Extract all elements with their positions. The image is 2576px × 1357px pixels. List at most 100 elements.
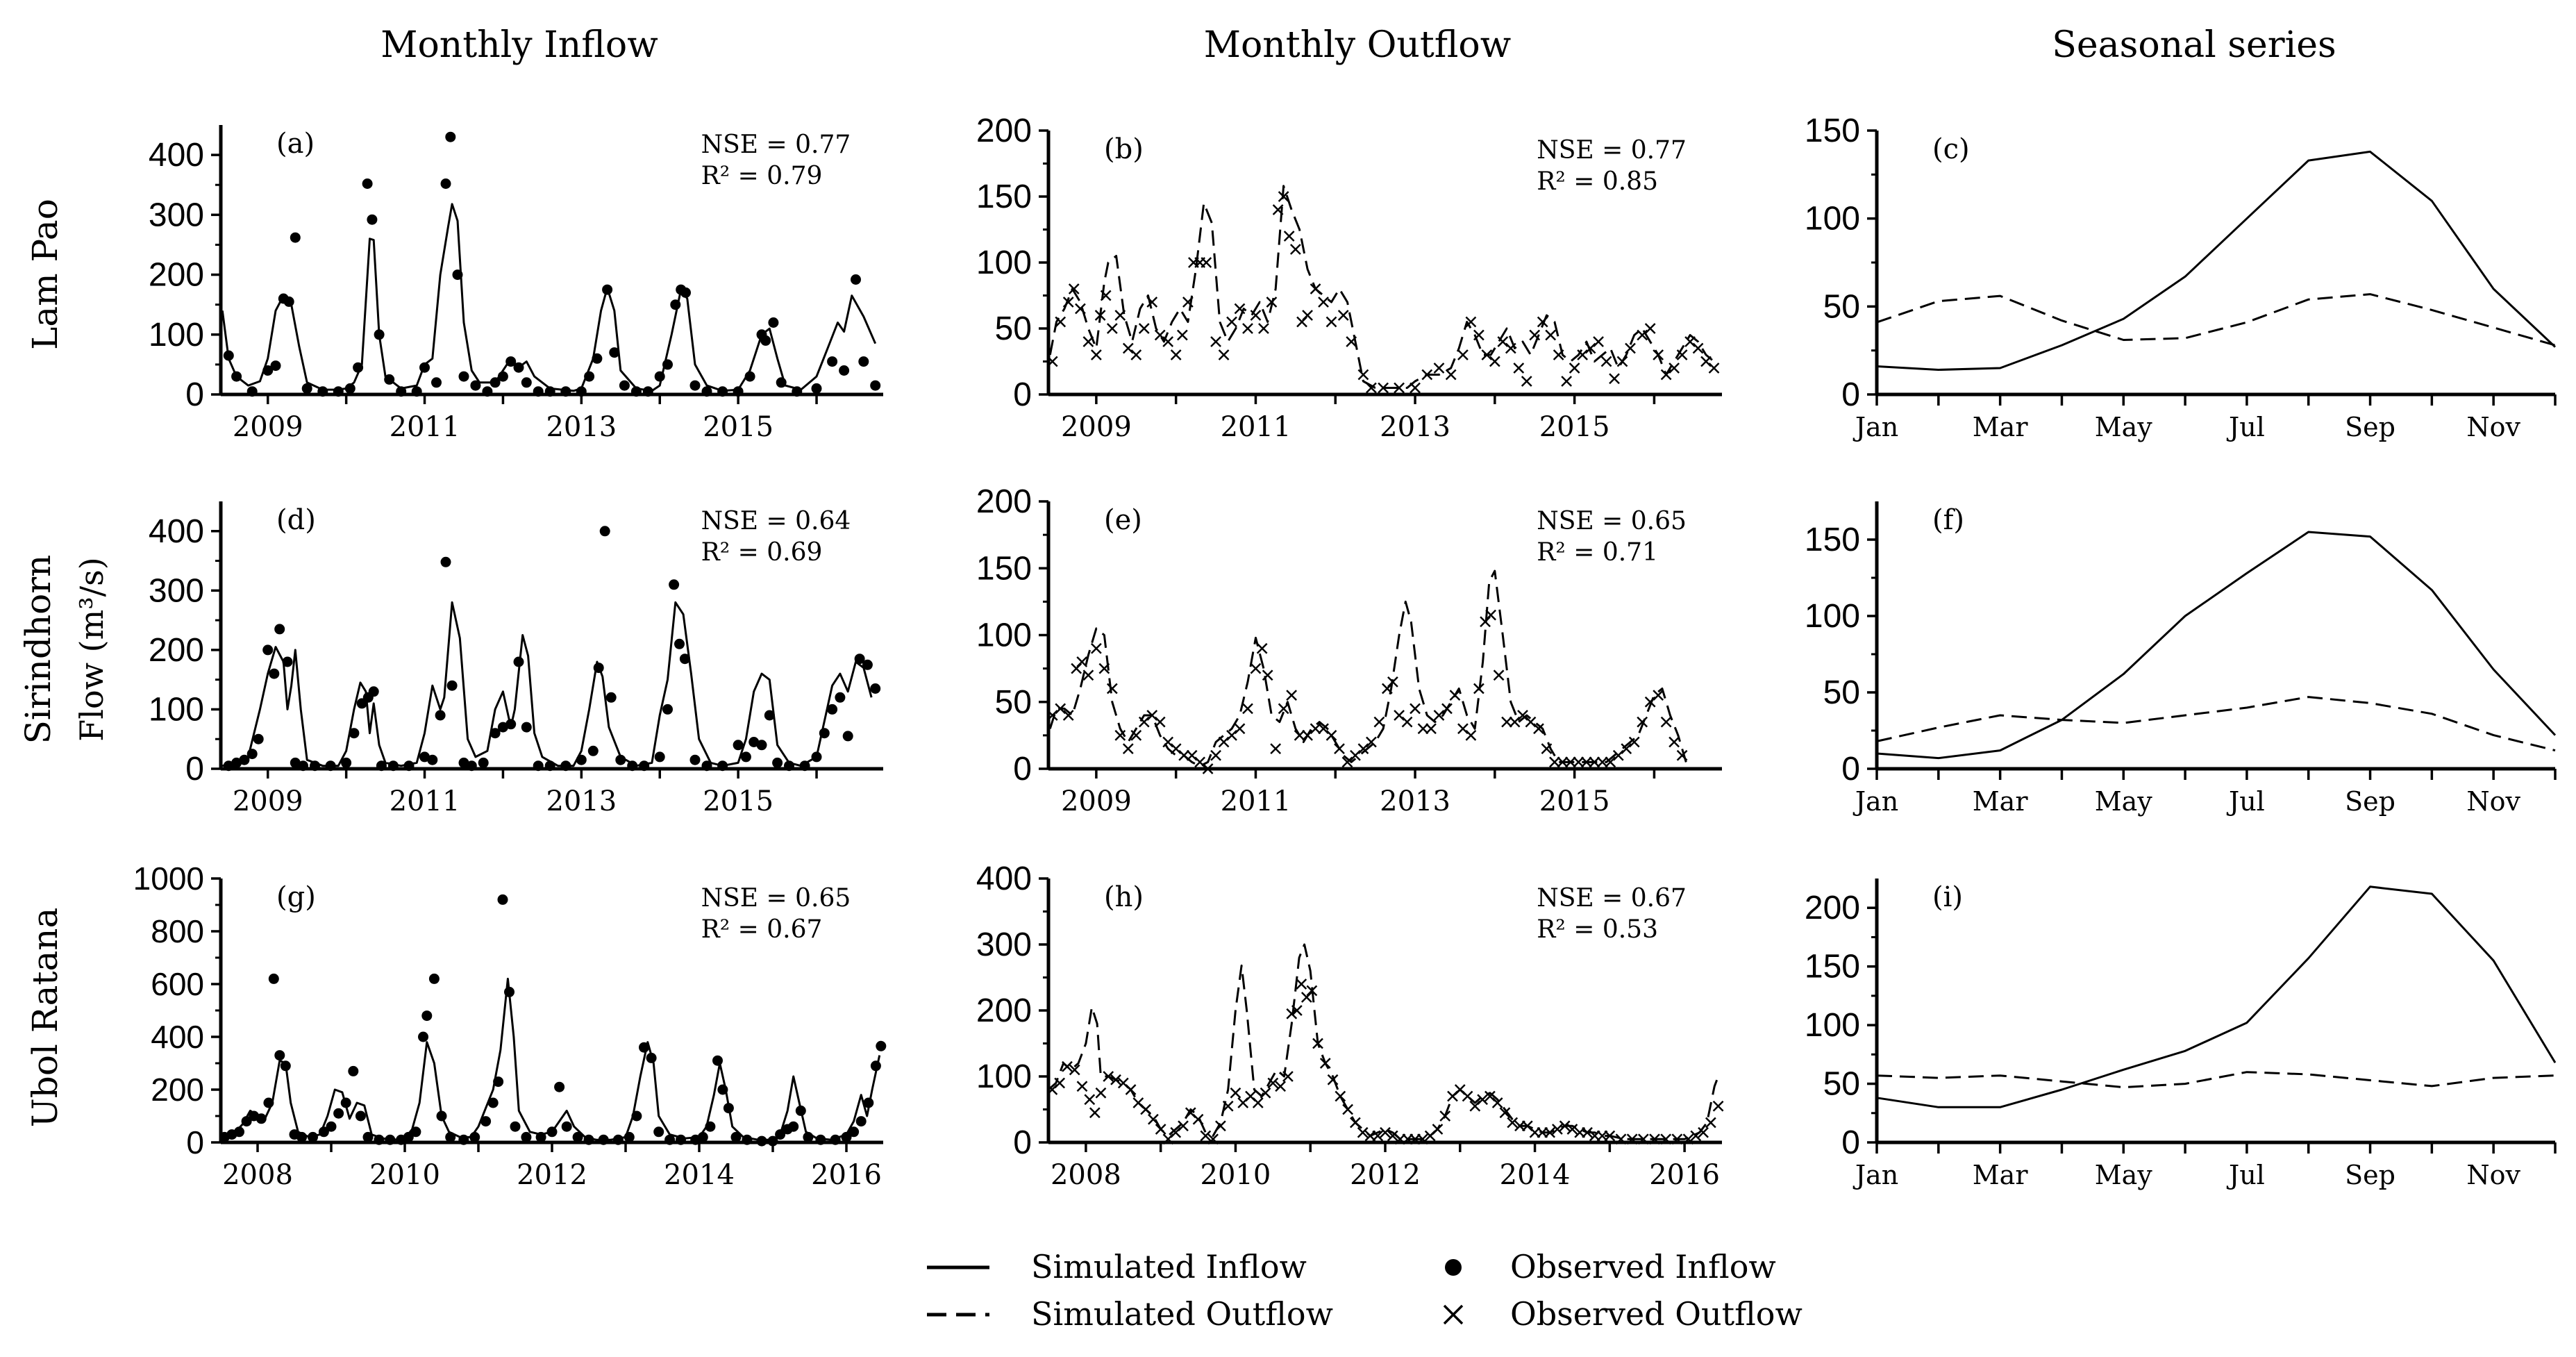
observed-outflow-point — [1046, 710, 1058, 721]
r2-label: R² = 0.53 — [1537, 915, 1658, 944]
observed-inflow-point — [385, 1134, 396, 1145]
y-tick-label: 0 — [1841, 1124, 1860, 1161]
observed-inflow-point — [624, 1131, 635, 1142]
observed-inflow-point — [318, 1126, 329, 1138]
observed-inflow-point — [717, 760, 728, 772]
observed-inflow-point — [605, 692, 617, 703]
x-tick-label: 2015 — [703, 785, 773, 817]
observed-inflow-point — [246, 386, 258, 397]
observed-inflow-point — [396, 386, 407, 397]
observed-outflow-point — [1394, 382, 1405, 394]
observed-outflow-point — [1312, 1038, 1323, 1049]
observed-outflow-point — [1325, 729, 1337, 741]
nse-label: NSE = 0.67 — [1537, 884, 1687, 913]
observed-outflow-point — [1110, 1074, 1121, 1085]
observed-outflow-point — [1210, 749, 1221, 761]
observed-inflow-point — [478, 757, 489, 768]
observed-outflow-point — [1138, 716, 1150, 728]
observed-inflow-point — [764, 710, 775, 721]
x-tick-label: Nov — [2466, 786, 2520, 817]
r2-label: R² = 0.71 — [1537, 538, 1658, 567]
observed-inflow-point — [427, 754, 438, 765]
observed-outflow-point — [1210, 336, 1221, 347]
x-tick-label: 2013 — [1380, 785, 1450, 817]
observed-inflow-point — [326, 1121, 337, 1132]
observed-inflow-point — [799, 760, 810, 772]
observed-outflow-point — [1155, 1124, 1166, 1135]
observed-inflow-point — [689, 380, 701, 391]
observed-outflow-point — [1335, 1090, 1346, 1102]
observed-inflow-point — [803, 1131, 814, 1142]
panel-label: (i) — [1932, 881, 1963, 913]
x-tick-label: 2011 — [390, 785, 460, 817]
observed-outflow-point — [1082, 336, 1094, 347]
observed-outflow-point — [1509, 716, 1521, 728]
observed-outflow-point — [1062, 710, 1074, 721]
observed-outflow-point — [1457, 349, 1469, 360]
observed-outflow-point — [1106, 683, 1118, 694]
observed-inflow-point — [298, 760, 308, 772]
y-axis-label: Flow (m³/s) — [73, 557, 110, 741]
observed-inflow-point — [505, 719, 517, 730]
y-tick-label: 50 — [1823, 674, 1860, 711]
simulated-inflow-line — [220, 977, 881, 1141]
observed-outflow-point — [1684, 336, 1696, 347]
panel-label: (h) — [1104, 881, 1144, 913]
observed-outflow-point — [1302, 310, 1313, 321]
observed-outflow-point — [1421, 369, 1433, 381]
observed-outflow-point — [1549, 756, 1560, 768]
x-tick-label: 2015 — [1539, 785, 1610, 817]
observed-outflow-point — [1122, 342, 1134, 354]
observed-outflow-point — [1637, 716, 1648, 728]
x-tick-label: Sep — [2345, 1160, 2395, 1190]
observed-outflow-point — [1341, 756, 1353, 768]
observed-inflow-point — [521, 722, 532, 733]
observed-inflow-point — [348, 1065, 359, 1076]
legend-simulated-outflow-label: Simulated Outflow — [1031, 1295, 1333, 1333]
observed-outflow-point — [1533, 723, 1544, 735]
observed-outflow-point — [1449, 690, 1461, 701]
observed-inflow-point — [544, 760, 555, 772]
x-tick-label: 2012 — [1350, 1159, 1421, 1191]
observed-outflow-point — [1075, 303, 1086, 315]
observed-outflow-point — [1046, 356, 1058, 367]
observed-outflow-point — [1628, 736, 1640, 748]
panel-label: (g) — [276, 881, 316, 913]
y-tick-label: 600 — [151, 966, 204, 1002]
observed-inflow-point — [466, 760, 477, 772]
observed-inflow-point — [842, 731, 853, 742]
panel-d: 0 100 200 300 400 2009 2011 2013 2015 (d) NSE = 0.… — [149, 501, 883, 817]
observed-outflow-point — [1557, 756, 1569, 768]
observed-inflow-point — [440, 556, 451, 567]
legend-simulated-inflow-label: Simulated Inflow — [1031, 1248, 1307, 1285]
observed-outflow-point — [1162, 736, 1174, 748]
observed-outflow-point — [1319, 1058, 1331, 1069]
column-title-outflow: Monthly Outflow — [1204, 24, 1511, 66]
x-tick-label: Mar — [1973, 786, 2029, 817]
observed-inflow-point — [290, 232, 301, 243]
simulated-inflow-line — [1876, 885, 2557, 1108]
observed-inflow-point — [653, 1126, 664, 1138]
observed-outflow-point — [1138, 323, 1150, 334]
observed-outflow-point — [1337, 310, 1349, 321]
simulated-outflow-line — [1048, 185, 1715, 389]
panel-label: (c) — [1932, 133, 1970, 165]
y-tick-label: 400 — [149, 137, 204, 174]
observed-inflow-point — [458, 371, 469, 382]
x-tick-label: 2010 — [369, 1159, 440, 1191]
y-tick-label: 400 — [149, 513, 204, 550]
y-tick-label: 0 — [185, 376, 204, 413]
observed-outflow-point — [1300, 992, 1312, 1003]
y-tick-label: 150 — [976, 178, 1032, 215]
observed-inflow-point — [440, 178, 451, 189]
y-tick-label: 0 — [185, 751, 204, 788]
observed-outflow-point — [1357, 369, 1369, 381]
observed-inflow-point — [788, 1121, 799, 1132]
observed-outflow-point — [1491, 1097, 1503, 1108]
observed-inflow-point — [639, 760, 650, 772]
observed-outflow-point — [1589, 756, 1600, 768]
y-tick-label: 200 — [151, 1072, 204, 1108]
observed-inflow-point — [270, 360, 281, 372]
observed-outflow-point — [1692, 342, 1704, 354]
observed-outflow-point — [1366, 736, 1377, 748]
